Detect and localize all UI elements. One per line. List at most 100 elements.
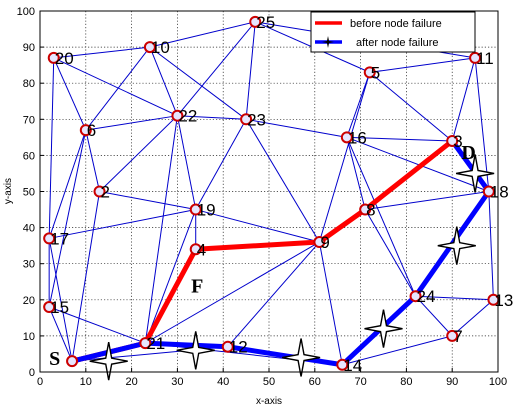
star-marker <box>455 154 495 193</box>
node-25 <box>249 15 262 28</box>
node-15 <box>43 301 56 314</box>
node-label-17: 17 <box>50 229 69 248</box>
node-label-25: 25 <box>256 13 275 32</box>
x-tick-label: 80 <box>400 376 412 388</box>
node-11 <box>469 51 482 64</box>
x-axis-title: x-axis <box>256 396 282 407</box>
edge-17-19 <box>49 209 196 239</box>
edge-16-3 <box>346 136 453 142</box>
edge-12-9 <box>227 241 320 348</box>
node-label-20: 20 <box>55 49 74 68</box>
edge-9-19 <box>195 209 320 243</box>
node-24 <box>409 290 422 303</box>
node-8 <box>359 203 372 216</box>
star-marker <box>176 331 215 370</box>
node-label-11: 11 <box>476 49 494 68</box>
edge-23-19 <box>195 119 247 210</box>
star-marker <box>281 338 321 377</box>
annotation-F: F <box>191 276 203 298</box>
edge-23-16 <box>246 118 347 138</box>
node-label-18: 18 <box>490 183 509 202</box>
y-tick-label: 60 <box>23 150 35 162</box>
node-2 <box>93 185 106 198</box>
x-tick-label: 0 <box>37 376 43 388</box>
edge-7-14 <box>342 335 453 366</box>
x-tick-label: 50 <box>263 376 275 388</box>
node-21 <box>139 337 152 350</box>
edge-5-9 <box>318 72 371 243</box>
node-S <box>66 355 79 368</box>
x-tick-label: 20 <box>125 376 137 388</box>
edge-20-10 <box>53 46 150 59</box>
edge-9-21 <box>145 241 320 344</box>
legend-label-before: before node failure <box>350 18 442 30</box>
node-label-7: 7 <box>453 327 462 346</box>
edge-16-8 <box>346 137 366 210</box>
edge-5-16 <box>346 72 371 138</box>
edge-2-22 <box>99 115 178 192</box>
edge-6-2 <box>85 130 101 192</box>
edge-15-21 <box>48 306 146 344</box>
node-label-15: 15 <box>50 298 69 317</box>
node-label-2: 2 <box>101 183 110 202</box>
x-tick-label: 40 <box>217 376 229 388</box>
node-label-24: 24 <box>417 287 436 306</box>
edge-S-15 <box>48 306 73 362</box>
edge-S-2 <box>71 191 101 362</box>
y-tick-label: 90 <box>23 42 35 54</box>
axis-ticks: 0 10 20 30 40 50 60 70 80 90 100 0 10 20 30 40 50 60 70 80 9… <box>17 6 508 388</box>
edge-10-22 <box>149 46 178 116</box>
node-label-4: 4 <box>197 240 206 259</box>
star-marker <box>89 342 128 381</box>
node-7 <box>446 329 459 342</box>
node-9 <box>313 236 326 249</box>
edge-18-8 <box>365 191 489 211</box>
edge-16-18 <box>346 136 490 192</box>
node-4 <box>189 243 202 256</box>
y-tick-label: 80 <box>23 78 35 90</box>
edge-10-25 <box>149 21 256 48</box>
edge-22-23 <box>177 115 247 120</box>
annotation-D: D <box>461 142 475 164</box>
node-6 <box>79 124 92 137</box>
node-20 <box>47 51 60 64</box>
edge-11-18 <box>474 57 490 192</box>
edge-5-3 <box>369 71 453 142</box>
edge-9-14 <box>318 241 343 365</box>
node-label-21: 21 <box>146 334 165 353</box>
edge-24-7 <box>415 295 453 337</box>
edge-18-13 <box>488 191 494 300</box>
node-label-3: 3 <box>453 132 462 151</box>
star-markers <box>89 154 495 381</box>
edge-6-10 <box>85 46 151 131</box>
y-tick-label: 70 <box>23 114 35 126</box>
node-23 <box>240 113 253 126</box>
y-tick-label: 20 <box>23 295 35 307</box>
y-axis-title: y-axis <box>3 178 14 204</box>
edge-17-6 <box>48 129 87 239</box>
node-label-10: 10 <box>151 38 170 57</box>
edge-17-20 <box>48 57 55 239</box>
annotation-S: S <box>49 348 60 370</box>
node-19 <box>189 203 202 216</box>
node-14 <box>336 358 349 371</box>
x-tick-label: 70 <box>354 376 366 388</box>
y-tick-label: 10 <box>23 331 35 343</box>
legend: before node failure after node failure <box>310 11 476 53</box>
x-tick-label: 100 <box>489 376 507 388</box>
y-tick-label: 30 <box>23 259 35 271</box>
node-3 <box>446 134 459 147</box>
y-tick-label: 40 <box>23 223 35 235</box>
node-label-22: 22 <box>178 107 197 126</box>
node-label-16: 16 <box>348 128 367 147</box>
node-22 <box>171 109 184 122</box>
node-label-6: 6 <box>87 121 96 140</box>
node-label-9: 9 <box>320 233 329 252</box>
edge-S-17 <box>48 238 73 362</box>
edge-24-13 <box>415 295 494 301</box>
annotations: S D F <box>49 142 476 370</box>
node-17 <box>43 232 56 245</box>
node-label-8: 8 <box>366 201 375 220</box>
x-tick-label: 10 <box>80 376 92 388</box>
